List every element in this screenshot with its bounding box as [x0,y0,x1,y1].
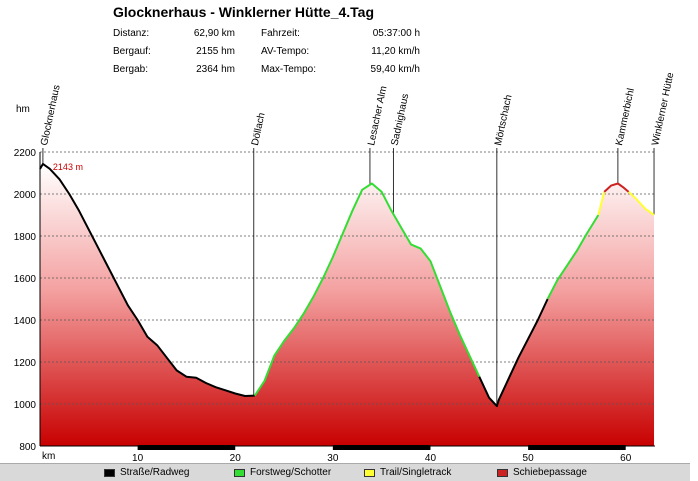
y-tick-label-1200: 1200 [14,358,37,369]
x-tick-label-20: 20 [230,453,242,463]
series-line-4 [597,191,606,216]
stat-label-descent: Bergab: [113,64,149,75]
y-tick-label-2200: 2200 [14,148,37,159]
x-axis-band-2 [528,445,626,450]
legend-label-gravel: Forstweg/Schotter [250,467,332,478]
y-tick-label-1800: 1800 [14,232,37,243]
legend-label-push: Schiebepassage [513,467,587,478]
elevation-chart: 800 1000 1200 1400 1600 1800 2000 2200 10 20 30 40 5… [14,71,677,463]
series-line-1 [253,182,481,397]
y-tick-label-800: 800 [19,442,36,453]
legend-swatch-gravel [234,468,245,477]
series-line-6 [627,191,655,216]
x-tick-label-40: 40 [425,453,437,463]
series-line-2 [478,298,549,408]
legend-swatch-road [104,468,115,477]
legend-item-trail: Trail/Singletrack [364,467,451,478]
series-line-5 [603,182,630,193]
legend-item-road: Straße/Radweg [104,467,189,478]
stat-value-max-speed: 59,40 km/h [370,64,420,75]
y-tick-label-1400: 1400 [14,316,37,327]
legend-item-gravel: Forstweg/Schotter [234,467,331,478]
stat-value-distance: 62,90 km [193,28,235,39]
legend: Straße/Radweg Forstweg/Schotter Trail/Si… [0,463,690,481]
stat-value-duration: 05:37:00 h [372,28,420,39]
legend-label-trail: Trail/Singletrack [380,467,452,478]
y-tick-label-1600: 1600 [14,274,37,285]
stat-label-duration: Fahrzeit: [261,28,300,39]
series-line-0 [39,162,255,398]
waypoint-label-2: Lesacher Alm [366,85,389,147]
waypoint-label-6: Winklerner Hütte [650,71,676,147]
y-tick-label-2000: 2000 [14,190,37,201]
legend-swatch-trail [364,468,375,477]
stat-label-avg-speed: AV-Tempo: [261,46,310,57]
x-tick-label-50: 50 [523,453,535,463]
y-tick-label-1000: 1000 [14,400,37,411]
x-axis-band-0 [137,445,236,450]
stat-value-ascent: 2155 hm [196,46,235,57]
legend-label-road: Straße/Radweg [120,467,190,478]
legend-swatch-push [497,468,508,477]
series-line-3 [546,214,600,300]
waypoint-label-4: Mörtschach [493,94,515,147]
stat-label-max-speed: Max-Tempo: [261,64,317,75]
y-axis-label: hm [16,104,30,115]
stat-label-ascent: Bergauf: [113,46,151,57]
chart-title: Glocknerhaus - Winklerner Hütte_4.Tag [113,4,375,20]
waypoint-label-1: Döllach [250,112,268,147]
waypoint-label-0: Glocknerhaus [39,84,63,147]
x-tick-label-30: 30 [327,453,339,463]
waypoint-label-3: Sadnighaus [390,93,412,147]
legend-item-push: Schiebepassage [497,467,587,478]
stat-label-distance: Distanz: [113,28,150,39]
max-elevation-label: 2143 m [53,162,83,172]
stat-value-avg-speed: 11,20 km/h [371,46,420,57]
x-axis-band-1 [332,445,431,450]
elevation-area [40,163,655,446]
waypoint-label-5: Kammerbichl [614,87,637,146]
stat-value-descent: 2364 hm [196,64,235,75]
x-tick-label-10: 10 [132,453,144,463]
x-axis-label: km [42,451,56,462]
x-tick-label-60: 60 [620,453,632,463]
